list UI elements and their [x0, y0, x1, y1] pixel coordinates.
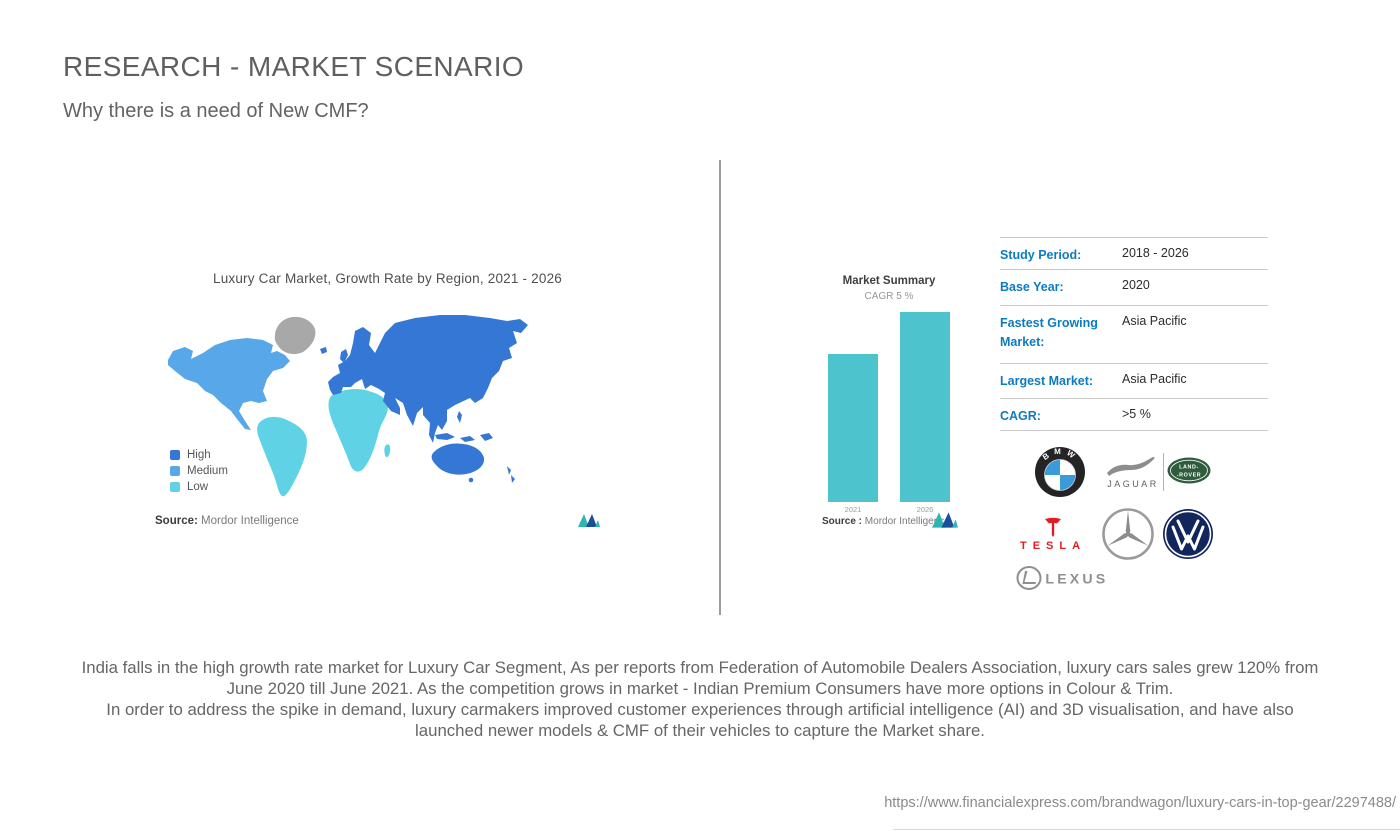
region-madagascar	[384, 444, 391, 458]
legend-item-high: High	[170, 449, 228, 461]
body-paragraph-1: India falls in the high growth rate mark…	[81, 658, 1319, 698]
bar-x-label-2026: 2026	[916, 505, 934, 514]
region-north-america	[168, 338, 290, 430]
region-indonesia-west	[435, 433, 455, 440]
footer-divider	[893, 829, 1400, 830]
table-row-label: Fastest Growing Market:	[1000, 316, 1098, 349]
region-greenland	[274, 316, 316, 355]
jaguar-wordmark: JAGUAR	[1107, 479, 1159, 489]
table-row-value: Asia Pacific	[1122, 314, 1187, 328]
world-map-chart	[168, 315, 528, 497]
jaguar-logo-icon: JAGUAR	[1107, 456, 1159, 489]
table-row-label: Base Year:	[1000, 280, 1064, 294]
region-japan	[474, 381, 481, 400]
lexus-logo-icon: LEXUS	[1016, 566, 1108, 590]
region-indonesia-east	[460, 436, 475, 442]
table-row-label: Study Period:	[1000, 248, 1082, 262]
table-row: Base Year: 2020	[1000, 269, 1268, 305]
mercedes-benz-logo-icon	[1102, 508, 1154, 560]
table-row: Fastest Growing Market: Asia Pacific	[1000, 305, 1268, 363]
land-rover-wordmark-top: LAND-	[1179, 465, 1199, 471]
table-row-label: Largest Market:	[1000, 374, 1094, 388]
logo-divider	[1163, 453, 1164, 491]
region-eurasia	[328, 315, 528, 443]
bar-2026	[900, 312, 950, 502]
region-iceland	[320, 347, 327, 354]
mordor-intelligence-logo-icon	[932, 512, 958, 528]
table-row: Study Period: 2018 - 2026	[1000, 237, 1268, 269]
bar-x-label-2021: 2021	[844, 505, 862, 514]
map-legend: High Medium Low	[170, 449, 228, 497]
market-summary-table: Study Period: 2018 - 2026 Base Year: 202…	[1000, 237, 1268, 431]
legend-label-medium: Medium	[187, 465, 228, 477]
tesla-logo-icon: TESLA	[1020, 517, 1086, 552]
region-new-zealand	[507, 466, 515, 483]
map-source-label: Source:	[155, 515, 198, 527]
mordor-intelligence-logo-icon	[578, 514, 600, 527]
legend-label-low: Low	[187, 481, 209, 493]
table-row-value: Asia Pacific	[1122, 372, 1187, 386]
legend-swatch-low	[170, 482, 180, 492]
body-text: India falls in the high growth rate mark…	[70, 658, 1330, 742]
table-row-value: 2018 - 2026	[1122, 246, 1189, 260]
region-tasmania	[468, 477, 474, 483]
map-chart-title: Luxury Car Market, Growth Rate by Region…	[212, 271, 563, 286]
table-row-value: >5 %	[1122, 407, 1151, 421]
bar-chart-subtitle: CAGR 5 %	[864, 291, 914, 302]
region-uk	[340, 349, 348, 363]
bar-chart-plot	[828, 312, 950, 502]
table-row-label: CAGR:	[1000, 409, 1041, 423]
lexus-wordmark: LEXUS	[1045, 571, 1108, 587]
map-source-value: Mordor Intelligence	[201, 515, 299, 527]
tesla-wordmark: TESLA	[1020, 540, 1086, 552]
map-source: Source: Mordor Intelligence	[155, 515, 299, 527]
region-africa	[328, 388, 388, 472]
vertical-divider	[719, 160, 721, 615]
body-paragraph-2: In order to address the spike in demand,…	[106, 699, 1294, 740]
legend-label-high: High	[187, 449, 211, 461]
bmw-logo-icon: BMW	[1035, 447, 1085, 497]
table-row-value: 2020	[1122, 278, 1150, 292]
legend-item-medium: Medium	[170, 465, 228, 477]
land-rover-wordmark-bottom: -ROVER	[1177, 473, 1202, 479]
legend-swatch-medium	[170, 466, 180, 476]
page-subtitle: Why there is a need of New CMF?	[63, 100, 369, 122]
table-row: CAGR: >5 %	[1000, 398, 1268, 431]
table-row: Largest Market: Asia Pacific	[1000, 363, 1268, 398]
land-rover-logo-icon: LAND- -ROVER	[1167, 457, 1211, 484]
region-australia	[431, 443, 485, 475]
legend-swatch-high	[170, 450, 180, 460]
region-new-guinea	[480, 433, 493, 441]
source-url-link[interactable]: https://www.financialexpress.com/brandwa…	[884, 795, 1396, 811]
legend-item-low: Low	[170, 481, 228, 493]
bar-source-value: Mordor Intelligence	[864, 516, 950, 527]
bar-chart-title: Market Summary	[842, 275, 936, 287]
volkswagen-logo-icon	[1163, 509, 1213, 559]
bar-source: Source : Mordor Intelligence	[822, 516, 950, 527]
region-philippines	[457, 411, 462, 423]
region-south-america	[257, 416, 307, 497]
bar-2021	[828, 354, 878, 502]
bar-source-label: Source :	[822, 516, 863, 527]
page-title: RESEARCH - MARKET SCENARIO	[63, 51, 525, 82]
